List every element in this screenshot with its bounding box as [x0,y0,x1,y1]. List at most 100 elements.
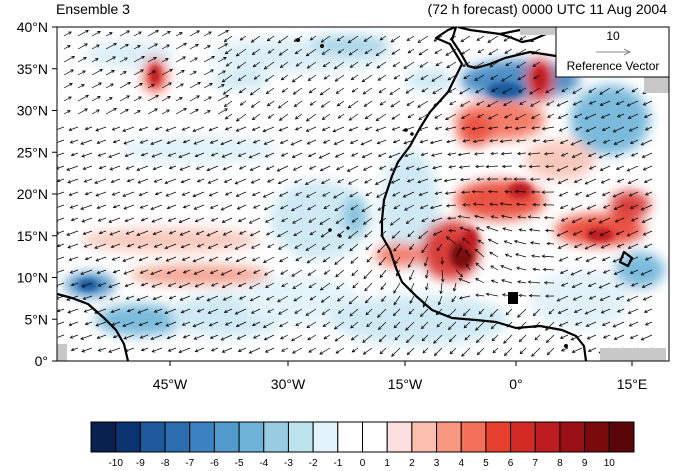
wind-vector [209,321,219,327]
wind-vector-head [531,190,535,194]
wind-vector-head [560,283,565,287]
wind-vector [393,139,401,143]
wind-vector-head [365,192,370,196]
wind-vector [252,126,261,131]
wind-vector [238,152,247,157]
wind-vector [403,191,415,198]
wind-vector-head [377,326,382,331]
wind-vector [178,217,191,223]
wind-vector-head [236,141,241,145]
wind-vector-head [262,259,267,263]
wind-vector-head [194,348,199,353]
reference-vector-label: Reference Vector [567,59,660,73]
wind-vector [392,230,401,239]
wind-vector [560,139,569,144]
wind-vector-head [584,246,589,250]
canary-island [410,132,414,136]
wind-vector-head [627,310,632,314]
wind-vector-head [110,179,115,184]
wind-vector [532,61,541,67]
wind-vector-head [139,205,144,209]
wind-vector-head [406,102,411,106]
wind-vector-head [350,76,355,81]
wind-vector [365,295,373,304]
wind-vector [461,113,471,119]
wind-vector [192,126,205,132]
wind-vector [588,152,597,157]
no-data-area [644,77,669,93]
wind-vector [175,70,185,76]
wind-vector [249,282,261,289]
wind-vector-head [391,51,396,55]
wind-vector-head [127,81,131,85]
wind-vector-head [108,154,112,158]
wind-vector-head [192,128,197,133]
wind-vector-head [237,348,242,352]
wind-vector-head [425,275,429,279]
wind-vector-head [293,38,298,42]
wind-vector-head [571,219,576,223]
wind-vector-head [83,244,88,248]
wind-vector [249,152,261,159]
wind-vector-head [150,336,155,341]
wind-vector [281,152,289,157]
wind-vector-head [153,179,158,183]
wind-vector [151,217,163,223]
wind-vector-head [321,246,326,250]
colorbar-label: -5 [235,458,244,469]
wind-vector-head [518,228,523,232]
wind-vector-head [225,63,230,67]
wind-vector-head [112,334,117,339]
wind-vector [223,295,233,301]
wind-vector [278,243,289,250]
wind-vector [365,308,373,315]
wind-vector-head [602,205,607,209]
colorbar-swatch [386,421,413,453]
wind-vector [514,240,527,245]
wind-vector-head [533,75,538,79]
wind-vector [425,269,429,279]
wind-vector-head [584,311,589,315]
wind-vector-head [542,203,547,207]
wind-vector [448,230,457,232]
wind-vector [278,35,289,44]
wind-vector-head [207,310,212,314]
wind-vector [217,108,228,115]
wind-vector-head [53,259,56,262]
wind-vector [306,321,317,328]
wind-vector-head [276,168,281,172]
wind-vector-head [280,76,285,81]
wind-vector-head [460,103,464,107]
wind-vector-head [126,30,130,34]
wind-vector [133,45,141,50]
wind-vector-head [364,287,368,292]
wind-vector-head [475,262,479,267]
wind-vector [203,31,212,37]
wind-vector [221,204,233,211]
wind-vector [417,178,429,183]
wind-vector-head [207,45,211,49]
wind-vector [85,191,93,195]
no-data-area [600,348,666,361]
wind-vector-head [587,153,592,157]
wind-vector [362,74,373,82]
wind-vector [375,178,387,185]
wind-vector-head [278,311,282,315]
wind-vector [69,256,79,261]
wind-vector-head [463,75,468,79]
longitude-axis: 45°W 30°W 15°W 0° 15°E [153,361,647,392]
wind-vector-head [545,294,549,298]
wind-vector-head [295,322,299,326]
wind-vector-head [222,91,227,95]
wind-vector [588,282,597,287]
bioko-island [564,344,568,348]
wind-vector-head [294,310,298,314]
wind-vector-head [556,168,561,172]
wind-vector-head [80,271,84,275]
wind-vector [378,321,387,330]
wind-vector [476,100,485,106]
wind-vector-head [137,245,142,249]
wind-vector [220,139,233,145]
wind-vector [167,269,177,274]
wind-vector [252,191,261,196]
